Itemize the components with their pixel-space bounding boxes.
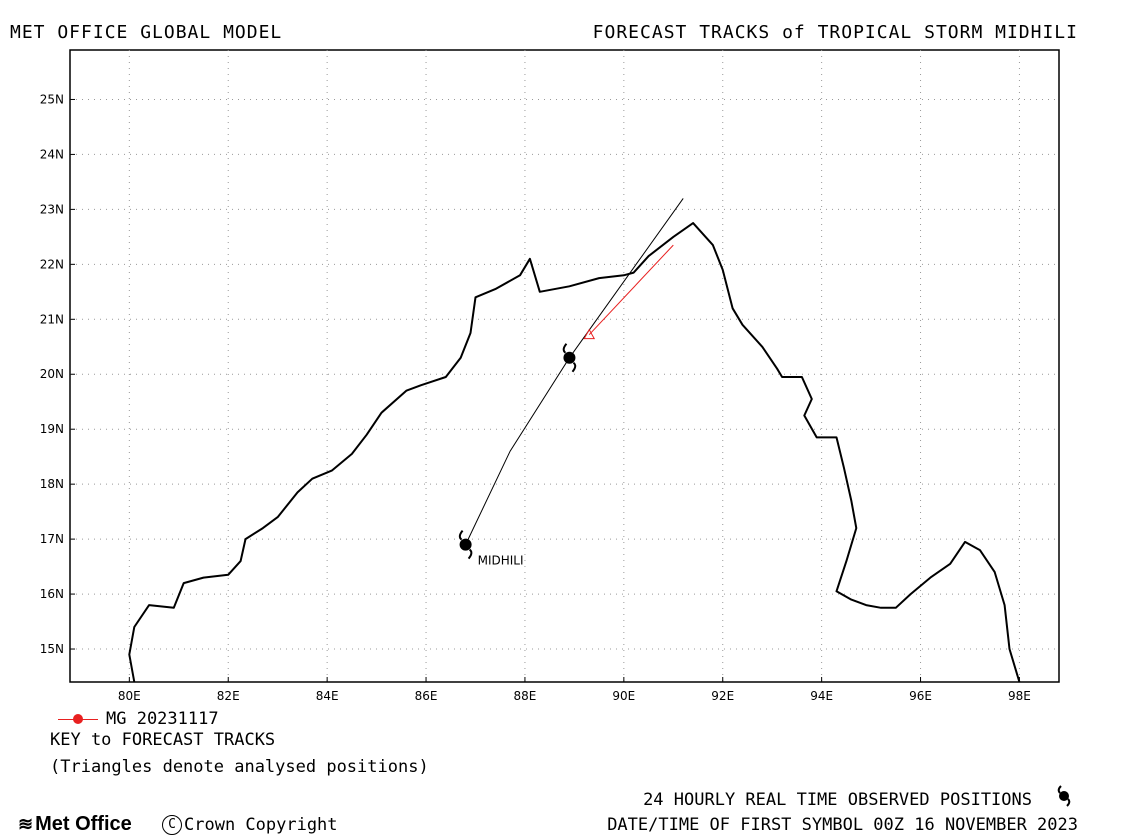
key-note: (Triangles denote analysed positions) xyxy=(50,757,429,777)
legend-marker-icon xyxy=(58,714,98,724)
lat-tick-label: 16N xyxy=(40,587,64,601)
cyclone-symbol xyxy=(562,343,577,373)
lat-tick-label: 19N xyxy=(40,422,64,436)
copyright: C Crown Copyright xyxy=(162,815,338,835)
lat-tick-label: 25N xyxy=(40,92,64,106)
analysed-position-triangle xyxy=(583,328,596,340)
lat-tick-label: 21N xyxy=(40,312,64,326)
coastline xyxy=(128,222,1021,683)
coastline-path xyxy=(128,222,1021,683)
lon-tick-label: 90E xyxy=(612,689,635,703)
storm-tracks xyxy=(458,198,684,560)
lat-tick-label: 17N xyxy=(40,532,64,546)
lat-tick-label: 24N xyxy=(40,147,64,161)
axis-ticks: 80E 82E 84E 86E 88E 90E 92E 94E 96E 98E 15N 16N 17N 1… xyxy=(40,92,1031,703)
lon-tick-label: 80E xyxy=(118,689,141,703)
copyright-icon: C xyxy=(162,815,182,835)
lat-tick-label: 18N xyxy=(40,477,64,491)
brand-label: Met Office xyxy=(35,813,132,835)
legend-entry-label: MG 20231117 xyxy=(106,709,219,729)
legend-entry: MG 20231117 xyxy=(58,709,219,729)
lat-tick-label: 23N xyxy=(40,202,64,216)
lat-tick-label: 15N xyxy=(40,642,64,656)
header-right-title: FORECAST TRACKS of TROPICAL STORM MIDHIL… xyxy=(592,22,1078,43)
forecast-track-line xyxy=(588,244,674,336)
lon-tick-label: 92E xyxy=(711,689,734,703)
lon-tick-label: 98E xyxy=(1008,689,1031,703)
lon-tick-label: 94E xyxy=(810,689,833,703)
lat-tick-label: 20N xyxy=(40,367,64,381)
first-symbol-label: DATE/TIME OF FIRST SYMBOL 00Z 16 NOVEMBE… xyxy=(607,815,1078,835)
key-title: KEY to FORECAST TRACKS xyxy=(50,730,276,750)
lon-tick-label: 86E xyxy=(415,689,438,703)
observed-track-line xyxy=(465,198,684,545)
cyclone-symbol-icon xyxy=(1057,785,1071,807)
lat-tick-label: 22N xyxy=(40,257,64,271)
copyright-label: Crown Copyright xyxy=(184,815,338,835)
lon-tick-label: 88E xyxy=(514,689,537,703)
storm-name-label: MIDHILI xyxy=(478,554,524,568)
header-left-title: MET OFFICE GLOBAL MODEL xyxy=(10,22,283,43)
lon-tick-label: 82E xyxy=(217,689,240,703)
cyclone-symbol xyxy=(458,529,473,560)
met-office-logo: ≋ Met Office xyxy=(18,813,132,836)
lon-tick-label: 84E xyxy=(316,689,339,703)
map-frame xyxy=(69,49,1060,683)
lon-tick-label: 96E xyxy=(909,689,932,703)
observed-positions-label: 24 HOURLY REAL TIME OBSERVED POSITIONS xyxy=(643,790,1032,810)
met-office-wave-icon: ≋ xyxy=(18,814,34,834)
